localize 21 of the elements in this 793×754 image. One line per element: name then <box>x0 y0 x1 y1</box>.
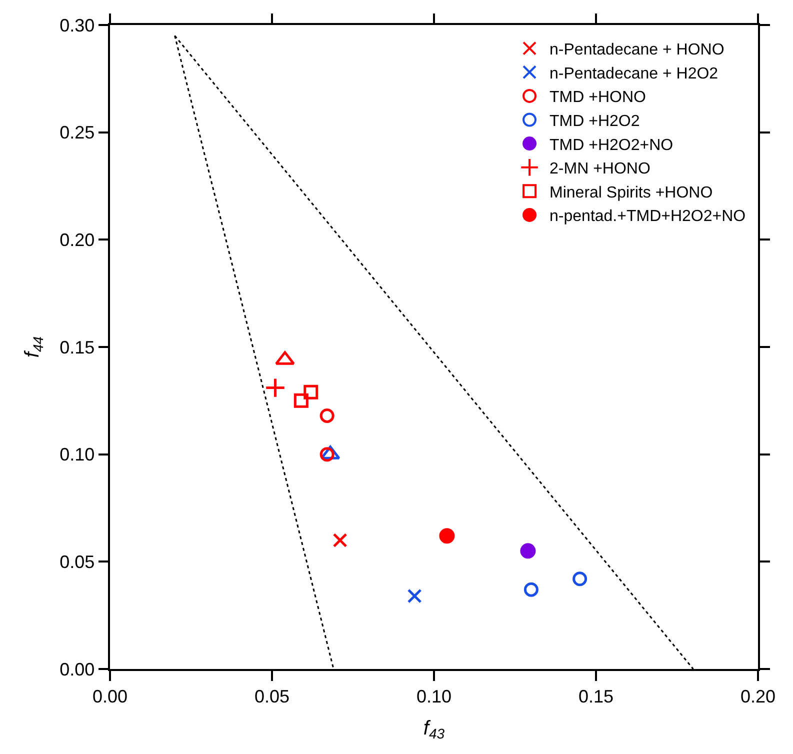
x-axis-title: f$_{43}$ <box>423 717 445 742</box>
legend-label: Mineral Spirits +HONO <box>550 184 713 202</box>
legend-label: n-pentad.+TMD+H2O2+NO <box>550 208 746 226</box>
y-tick-label: 0.25 <box>60 122 95 143</box>
x-tick-label: 0.05 <box>254 686 290 706</box>
legend-label: n-Pentadecane + HONO <box>550 42 724 59</box>
y-tick-label: 0.15 <box>60 337 95 358</box>
x-tick-label: 0.15 <box>578 686 614 706</box>
legend-label: TMD +H2O2+NO <box>550 136 674 154</box>
x-tick-label: 0.20 <box>740 686 776 706</box>
y-tick-label: 0.05 <box>60 552 95 572</box>
x-tick-label: 0.10 <box>416 686 452 706</box>
y-tick-label: 0.00 <box>60 659 95 680</box>
legend-label: 2-MN +HONO <box>550 160 650 178</box>
legend-label: TMD +HONO <box>550 89 646 106</box>
legend-label: n-Pentadecane + H2O2 <box>550 65 718 82</box>
legend-label: TMD +H2O2 <box>550 112 640 130</box>
x-tick-label: 0.00 <box>92 686 128 706</box>
y-tick-label: 0.30 <box>60 15 95 36</box>
y-tick-label: 0.10 <box>60 444 95 465</box>
y-tick-label: 0.20 <box>60 230 95 250</box>
